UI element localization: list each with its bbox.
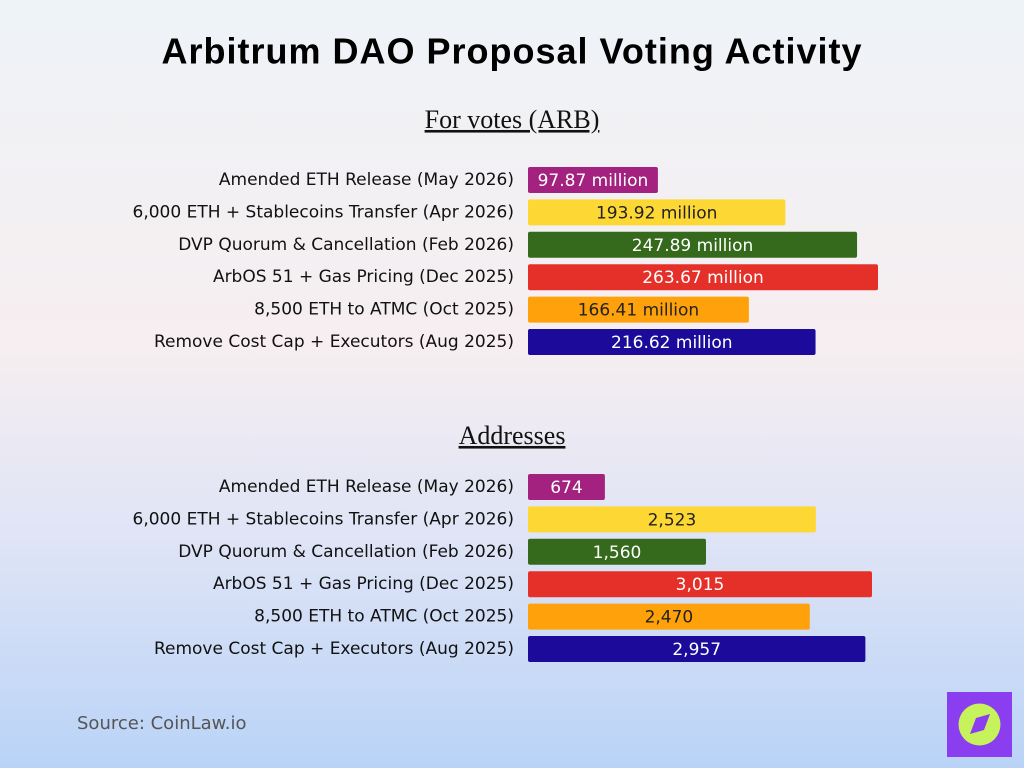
bar (528, 603, 810, 630)
bar (528, 264, 878, 291)
value-label: 2,957 (672, 640, 721, 660)
bar (528, 571, 872, 598)
category-label: ArbOS 51 + Gas Pricing (Dec 2025) (213, 267, 514, 287)
category-label: 6,000 ETH + Stablecoins Transfer (Apr 20… (133, 509, 515, 529)
bar (528, 329, 816, 355)
category-label: Amended ETH Release (May 2026) (219, 170, 514, 190)
category-label: DVP Quorum & Cancellation (Feb 2026) (178, 235, 514, 255)
value-label: 2,523 (648, 510, 697, 530)
category-label: Remove Cost Cap + Executors (Aug 2025) (154, 639, 514, 659)
value-label: 97.87 million (538, 171, 649, 191)
value-label: 216.62 million (611, 333, 733, 353)
bar (528, 538, 706, 565)
category-label: Amended ETH Release (May 2026) (219, 477, 514, 497)
bar (528, 506, 816, 533)
value-label: 247.89 million (632, 236, 754, 256)
value-label: 2,470 (645, 608, 694, 628)
bar (528, 199, 786, 226)
category-label: Remove Cost Cap + Executors (Aug 2025) (154, 332, 514, 352)
chart-subtitle: For votes (ARB) (425, 105, 600, 134)
title: Arbitrum DAO Proposal Voting Activity (161, 31, 862, 72)
category-label: 8,500 ETH to ATMC (Oct 2025) (254, 300, 514, 320)
source: Source: CoinLaw.io (77, 713, 246, 734)
chart-subtitle: Addresses (459, 421, 566, 450)
category-label: ArbOS 51 + Gas Pricing (Dec 2025) (213, 574, 514, 594)
value-label: 3,015 (676, 575, 725, 595)
bar (528, 231, 858, 258)
logo (947, 692, 1012, 757)
value-label: 1,560 (593, 543, 642, 563)
bar (528, 296, 749, 323)
bar (528, 167, 658, 193)
value-label: 166.41 million (578, 301, 700, 321)
value-label: 263.67 million (642, 268, 764, 288)
category-label: 6,000 ETH + Stablecoins Transfer (Apr 20… (133, 202, 515, 222)
bar (528, 474, 605, 500)
category-label: DVP Quorum & Cancellation (Feb 2026) (178, 542, 514, 562)
bar (528, 636, 866, 662)
value-label: 674 (550, 478, 582, 498)
category-label: 8,500 ETH to ATMC (Oct 2025) (254, 607, 514, 627)
value-label: 193.92 million (596, 203, 718, 223)
